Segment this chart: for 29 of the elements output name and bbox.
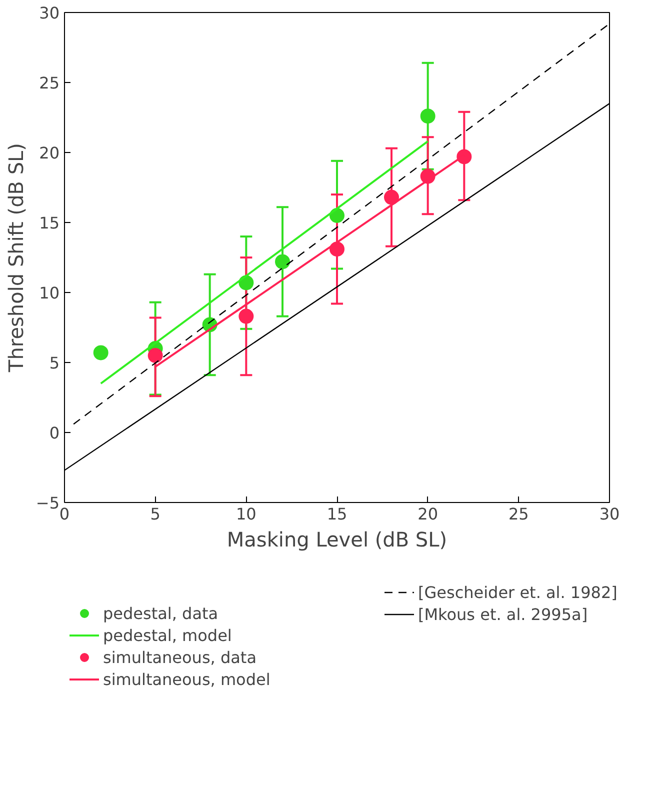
point [275,254,290,270]
y-tick-label: 10 [39,284,60,302]
point [238,308,254,324]
y-axis-title: Threshold Shift (dB SL) [4,143,28,373]
legend-label: pedestal, model [103,625,232,645]
legend-label: [Mkous et. al. 2995a] [418,604,588,624]
point [148,348,163,363]
y-tick-label: 5 [49,354,60,372]
x-tick-label: 5 [150,504,160,524]
y-tick-label: 15 [39,214,60,232]
x-tick-label: 10 [236,504,256,524]
legend-label: pedestal, data [103,603,218,623]
x-tick-label: 15 [326,504,348,524]
x-tick-label: 25 [508,504,529,524]
y-tick-label: 20 [39,144,60,162]
point [420,108,436,124]
point [93,345,108,360]
point [384,190,399,205]
y-tick-label: −5 [36,494,60,512]
x-axis-title: Masking Level (dB SL) [226,528,448,552]
x-tick-label: 30 [599,504,620,524]
y-tick-label: 30 [39,4,60,22]
legend-label: simultaneous, data [103,647,256,667]
point [456,149,472,164]
y-tick-label: 0 [49,424,60,442]
y-tick-label: 25 [39,74,60,92]
x-tick-label: 20 [418,504,438,524]
legend-label: simultaneous, model [103,669,270,689]
legend-label: [Gescheider et. al. 1982] [418,582,618,602]
